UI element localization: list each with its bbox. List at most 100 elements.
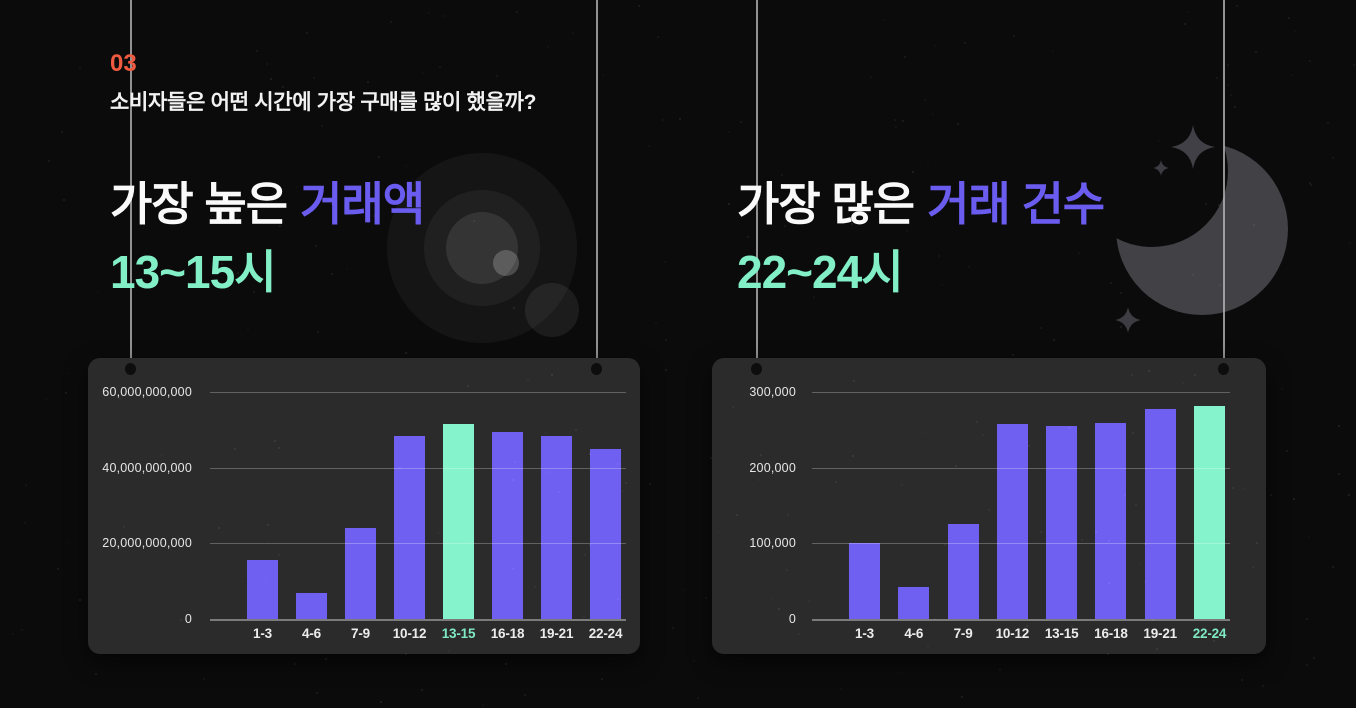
section-question: 소비자들은 어떤 시간에 가장 구매를 많이 했을까? [110,91,537,114]
headline-value: 22~24시 [737,246,904,298]
bar [849,542,880,619]
x-tick-label: 1-3 [253,626,272,641]
bar-slot: 10-12 [393,392,426,641]
bar [898,587,930,619]
bokeh-circle-highlight [493,250,519,276]
headline-lead: 가장 많은 [737,178,915,230]
bar-slot: 19-21 [540,392,573,641]
sparkle-icon [1153,160,1169,176]
y-tick-label: 20,000,000,000 [102,536,192,551]
bokeh-circle-middle [424,190,540,306]
headline-accent: 거래액 [300,178,425,230]
bar [345,528,376,619]
bar-slot: 13-15 [1045,392,1079,641]
bar [541,435,572,619]
bar-slot: 7-9 [947,392,979,641]
headline-lead: 가장 높은 [110,178,288,230]
bar-slot: 16-18 [1094,392,1128,641]
bar-highlighted [1193,405,1225,619]
x-tick-label: 22-24 [1192,626,1227,641]
x-axis-line [812,619,1230,621]
moon-icon [1116,143,1288,315]
x-tick-label: 16-18 [490,626,525,641]
gridline [812,392,1230,393]
x-tick-label: 7-9 [953,626,973,641]
headline-transaction-count: 가장 많은 거래 건수 22~24시 [737,170,1105,306]
bar-highlighted [443,424,474,619]
sparkle-icon [1115,307,1141,333]
y-tick-label: 300,000 [749,385,796,399]
plot-area: 1-3 4-6 7-9 10-12 13-15 16-18 19-21 22-24 [210,392,626,641]
x-tick-label: 22-24 [588,626,623,641]
hanger-string [596,0,598,367]
headline-value: 13~15시 [110,246,277,298]
bar [247,560,278,619]
bar [1144,408,1176,619]
bar [590,448,621,619]
bar-slot: 7-9 [345,392,376,641]
bokeh-circle-outer [387,153,577,343]
section-number: 03 [110,50,137,77]
y-tick-label: 40,000,000,000 [102,460,192,475]
bokeh-circle-inner [446,212,518,284]
x-tick-label: 19-21 [539,626,574,641]
x-tick-label: 19-21 [1143,626,1177,641]
gridline [812,543,1230,545]
x-tick-label: 4-6 [302,626,321,641]
bar [1046,426,1078,619]
y-tick-label: 100,000 [749,536,796,551]
x-tick-label: 10-12 [995,626,1030,641]
bar-slot: 16-18 [491,392,524,641]
hanger-knob [1218,363,1229,375]
y-axis: 60,000,000,000 40,000,000,000 20,000,000,0… [88,385,200,626]
y-tick-label: 60,000,000,000 [102,385,192,399]
x-tick-label: 13-15 [441,626,476,641]
bar [492,431,523,619]
gridline [812,467,1230,469]
y-tick-label: 200,000 [749,460,796,475]
hanger-string [130,0,132,367]
bar-slot: 4-6 [296,392,327,641]
x-axis-line [210,619,626,621]
bar-chart-transaction-count: 300,000 200,000 100,000 0 1-3 4-6 7-9 10-12 13-… [712,358,1266,654]
y-axis: 300,000 200,000 100,000 0 [712,385,804,626]
x-tick-label: 10-12 [392,626,427,641]
chart-panel-transaction-amount: 60,000,000,000 40,000,000,000 20,000,000,0… [88,358,640,654]
bar-slot: 13-15 [442,392,475,641]
bars-container: 1-3 4-6 7-9 10-12 13-15 16-18 19-21 22-24 [210,392,626,641]
gridline [210,467,626,469]
bar-slot: 10-12 [996,392,1029,641]
bar-slot: 22-24 [1193,392,1226,641]
bokeh-circle-small [525,283,579,337]
bars-container: 1-3 4-6 7-9 10-12 13-15 16-18 19-21 22-24 [812,392,1230,641]
moon-decoration [1090,115,1330,360]
headline-accent: 거래 건수 [927,178,1105,230]
bar [996,423,1028,619]
hanger-string [1223,0,1225,367]
bar-slot: 22-24 [589,392,622,641]
bar-slot: 1-3 [247,392,278,641]
sparkle-icon [1171,125,1215,169]
hanger-knob [751,363,762,375]
x-tick-label: 13-15 [1044,626,1079,641]
plot-area: 1-3 4-6 7-9 10-12 13-15 16-18 19-21 22-24 [812,392,1230,641]
hanger-string [756,0,758,367]
chart-panel-transaction-count: 300,000 200,000 100,000 0 1-3 4-6 7-9 10-12 13-… [712,358,1266,654]
x-tick-label: 1-3 [855,626,874,641]
y-tick-label: 0 [184,612,192,626]
bar [1095,423,1127,619]
hanger-knob [591,363,602,375]
x-tick-label: 4-6 [904,626,924,641]
bar [296,592,327,619]
x-tick-label: 16-18 [1094,626,1128,641]
bar-slot: 19-21 [1143,392,1177,641]
bar [394,435,425,619]
bar-slot: 1-3 [849,392,880,641]
bar-chart-transaction-amount: 60,000,000,000 40,000,000,000 20,000,000,0… [88,358,640,654]
bar [947,523,979,619]
x-tick-label: 7-9 [351,626,370,641]
hanger-knob [125,363,136,375]
gridline [210,543,626,545]
headline-transaction-amount: 가장 높은 거래액 13~15시 [110,170,425,306]
